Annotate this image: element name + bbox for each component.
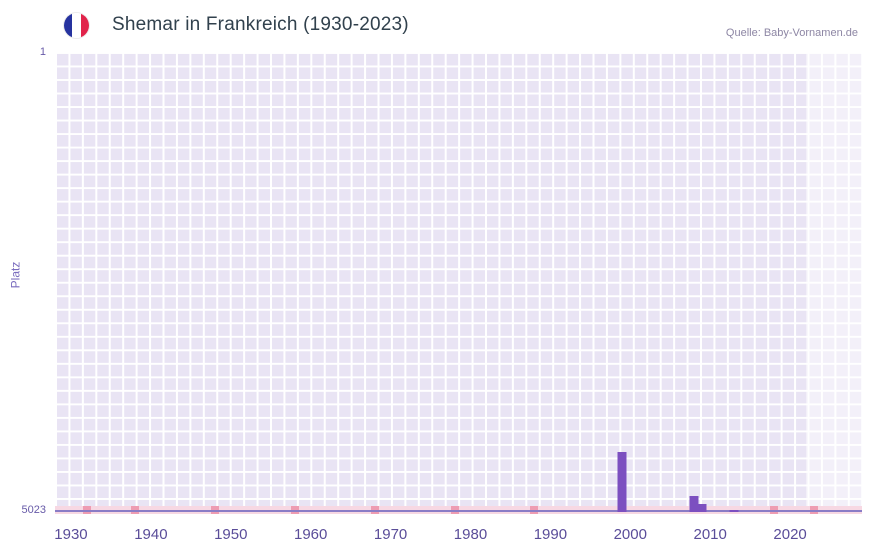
x-axis-labels: 1930 1940 1950 1960 1970 1980 1990 2000 2010 2020 [54,526,862,546]
x-tick-label-1960: 1960 [293,526,328,543]
y-axis-title: Platz [8,261,23,289]
x-tick-label-1930: 1930 [54,526,88,543]
x-tick-label-2020: 2020 [773,526,807,543]
y-tick-top: 1 [39,46,46,58]
chart-header: Shemar in Frankreich (1930-2023) Quelle:… [64,12,858,44]
rank-bar-2009[interactable] [697,504,707,512]
source-label: Quelle: Baby-Vornamen.de [725,27,858,39]
page-title: Shemar in Frankreich (1930-2023) [112,14,409,35]
y-tick-bottom: 5023 [21,504,46,516]
rank-bar-1999[interactable] [617,452,627,512]
rank-bar-2008[interactable] [689,496,699,512]
x-tick-label-1980: 1980 [453,526,488,543]
x-tick-label-1950: 1950 [214,526,248,543]
x-tick-label-1990: 1990 [533,526,568,543]
x-tick-label-2000: 2000 [613,526,647,543]
flag-stripe-red [80,13,89,38]
flag-stripe-blue [64,13,73,38]
plot-area[interactable] [55,52,862,514]
flag-stripe-white [72,13,81,38]
recent-years-highlight-band [806,52,862,512]
france-flag-icon [64,13,89,38]
bars-layer [55,52,862,512]
x-tick-label-1940: 1940 [134,526,168,543]
rank-bar-2013[interactable] [729,509,739,512]
x-tick-label-2010: 2010 [693,526,727,543]
x-axis-line [55,510,862,512]
x-tick-label-1970: 1970 [373,526,408,543]
